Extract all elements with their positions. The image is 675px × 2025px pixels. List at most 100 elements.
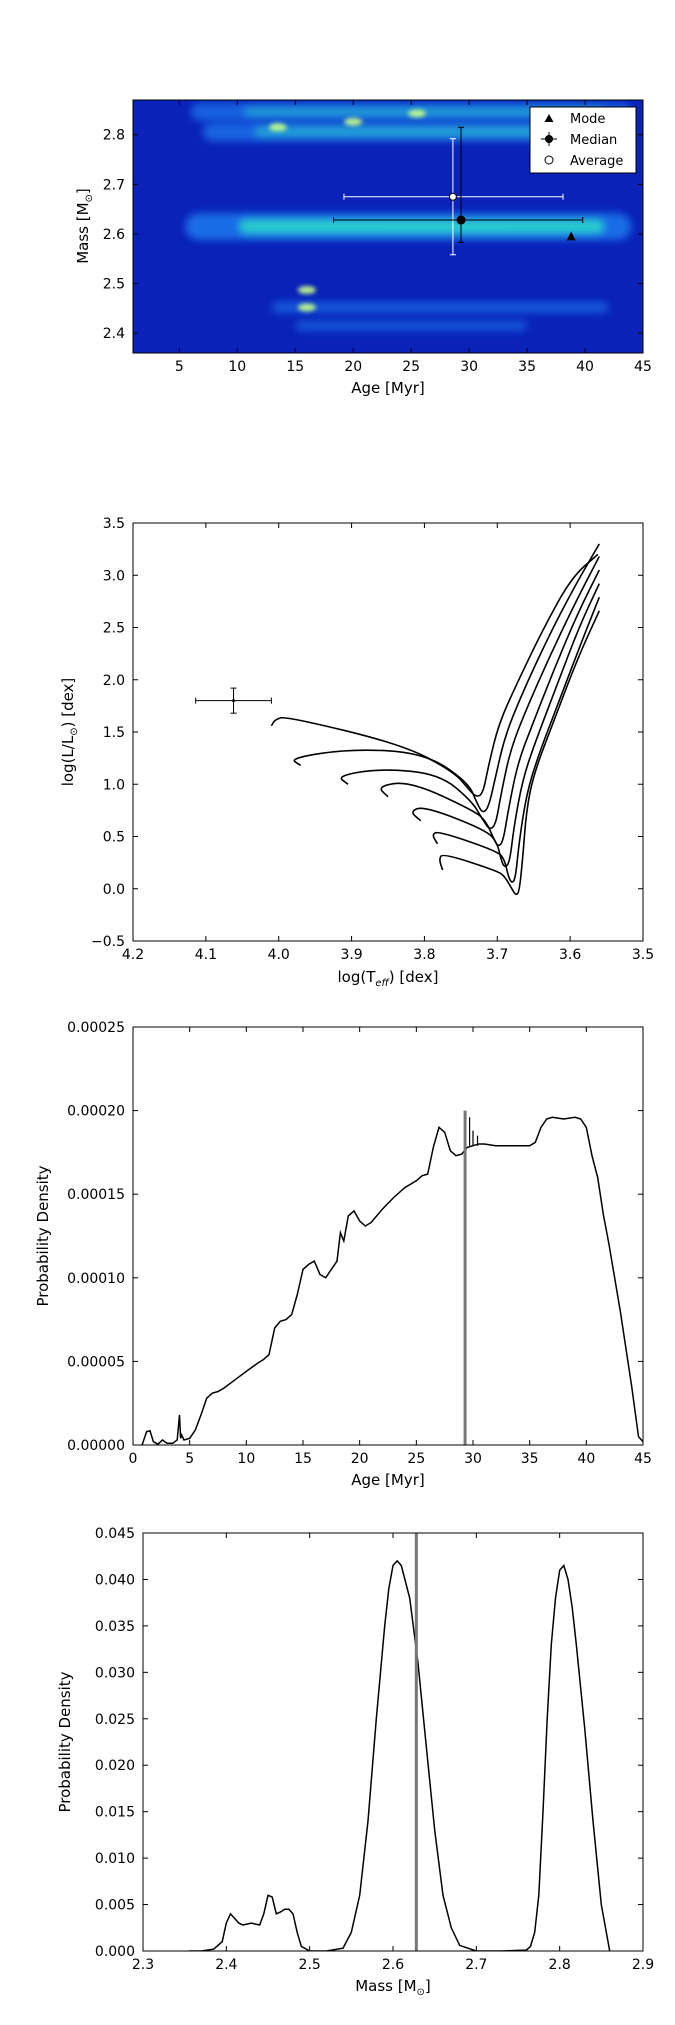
x-tick-label: 35: [518, 359, 536, 375]
y-tick-label: 0.010: [95, 1851, 135, 1867]
x-axis-label: Age [Myr]: [351, 1471, 424, 1489]
x-tick-label: 25: [407, 1451, 425, 1467]
y-tick-label: 0.000: [95, 1944, 135, 1960]
y-tick-label: 0.0: [103, 882, 125, 898]
x-tick-label: 4.1: [195, 947, 217, 963]
mass-pdf-curve: [188, 1533, 611, 1951]
y-tick-label: 0.015: [95, 1805, 135, 1821]
heatmap-peak-spot: [407, 109, 426, 118]
average-marker-icon: [544, 155, 554, 165]
isochrone-line: [432, 596, 601, 883]
plot-frame: [142, 1532, 644, 1952]
x-tick-label: 3.8: [413, 947, 435, 963]
x-tick-label: 35: [521, 1451, 539, 1467]
x-tick-label: 10: [228, 359, 246, 375]
y-tick-label: 3.5: [103, 516, 125, 532]
x-tick-label: 0: [129, 1451, 138, 1467]
x-axis-label: Age [Myr]: [351, 379, 424, 397]
age-pdf-curve: [141, 1110, 643, 1445]
x-tick-label: 40: [576, 359, 594, 375]
mode-marker-icon: [544, 114, 554, 122]
isochrone-line: [412, 583, 601, 868]
heatmap-band: [295, 320, 528, 331]
x-tick-label: 25: [402, 359, 420, 375]
heatmap-band-core: [238, 219, 605, 234]
y-tick-label: −0.5: [91, 934, 125, 950]
plot-frame: [132, 522, 644, 942]
x-tick-label: 2.6: [382, 1957, 404, 1973]
panel-hr-diagram: 4.2 4.1 4.0 3.9 3.8 3.7 3.6 3.5 −0.5 0.0 0.5 1.0 1.5…: [59, 516, 654, 989]
heatmap-peak-spot: [297, 303, 316, 312]
x-axis-label: Mass [M⊙]: [355, 1977, 431, 1998]
heatmap-peak-spot: [268, 123, 287, 132]
y-tick-label: 0.035: [95, 1619, 135, 1635]
y-tick-label: 0.040: [95, 1572, 135, 1588]
y-tick-label: 0.00020: [67, 1104, 125, 1120]
median-marker-icon: [545, 135, 553, 143]
y-tick-label: 0.025: [95, 1712, 135, 1728]
x-tick-label: 20: [344, 359, 362, 375]
y-tick-label: 0.00000: [67, 1438, 125, 1454]
legend-median: Median: [570, 133, 617, 148]
y-tick-label: 0.045: [95, 1526, 135, 1542]
y-tick-label: 2.6: [103, 227, 125, 243]
x-tick-label: 2.5: [299, 1957, 321, 1973]
x-tick-label: 10: [237, 1451, 255, 1467]
x-tick-label: 2.3: [132, 1957, 154, 1973]
y-tick-label: 2.5: [103, 621, 125, 637]
x-tick-label: 3.5: [632, 947, 654, 963]
average-point: [448, 192, 457, 201]
y-tick-label: 2.7: [103, 177, 125, 193]
y-tick-label: 0.00015: [67, 1187, 125, 1203]
heatmap-peak-spot: [344, 117, 363, 126]
y-axis-label: Probability Density: [56, 1671, 74, 1812]
y-tick-label: 2.8: [103, 128, 125, 144]
x-tick-label: 2.9: [632, 1957, 654, 1973]
x-tick-label: 15: [294, 1451, 312, 1467]
isochrone-line: [270, 553, 599, 797]
star-errorbar: [195, 687, 272, 714]
y-tick-label: 0.00010: [67, 1271, 125, 1287]
pdf-line: [141, 1116, 643, 1445]
x-axis-label: log(Teff) [dex]: [338, 968, 439, 989]
y-tick-label: 1.5: [103, 725, 125, 741]
legend-average: Average: [570, 154, 623, 169]
hr-ticks: 4.2 4.1 4.0 3.9 3.8 3.7 3.6 3.5 −0.5 0.0 0.5 1.0 1.5…: [91, 516, 654, 963]
x-tick-label: 3.6: [559, 947, 581, 963]
heatmap-bands: [185, 103, 632, 331]
x-tick-label: 2.8: [549, 1957, 571, 1973]
panel-age-pdf: 0 5 10 15 20 25 30 35 40 45 0.00000 0.00005 0.00010 0…: [34, 1020, 652, 1489]
isochrone-line: [340, 556, 600, 830]
heatmap-band-core: [254, 126, 606, 137]
star-point: [232, 699, 236, 703]
x-tick-label: 4.0: [268, 947, 290, 963]
x-tick-label: 3.9: [340, 947, 362, 963]
y-tick-label: 1.0: [103, 777, 125, 793]
panel-mass-age-heatmap: 5 10 15 20 25 30 35 40 45 2.4 2.5 2.6 2.7 2.8 Age [My…: [74, 99, 652, 397]
isochrone-line: [380, 569, 601, 847]
x-tick-label: 20: [351, 1451, 369, 1467]
y-tick-label: 0.00005: [67, 1354, 125, 1370]
y-tick-label: 2.0: [103, 673, 125, 689]
plot-frame: [132, 99, 644, 354]
median-point: [456, 215, 466, 225]
x-tick-label: 3.7: [486, 947, 508, 963]
x-tick-label: 30: [464, 1451, 482, 1467]
x-tick-label: 30: [460, 359, 478, 375]
legend: Mode Median Average: [529, 106, 637, 174]
x-tick-label: 45: [634, 1451, 652, 1467]
heatmap-band: [272, 301, 609, 313]
legend-mode: Mode: [570, 112, 605, 127]
x-tick-label: 2.4: [215, 1957, 237, 1973]
y-tick-label: 0.005: [95, 1898, 135, 1914]
mode-point: [566, 231, 576, 241]
y-axis-label: Mass [M⊙]: [74, 188, 95, 264]
isochrone-line: [439, 610, 601, 896]
y-tick-label: 2.4: [103, 326, 125, 342]
plot-frame: [132, 1026, 644, 1446]
isochrones: [270, 543, 601, 896]
y-tick-label: 0.00025: [67, 1020, 125, 1036]
x-tick-label: 15: [286, 359, 304, 375]
age-ticks: 0 5 10 15 20 25 30 35 40 45 0.00000 0.00005 0.00010 0…: [67, 1020, 652, 1467]
